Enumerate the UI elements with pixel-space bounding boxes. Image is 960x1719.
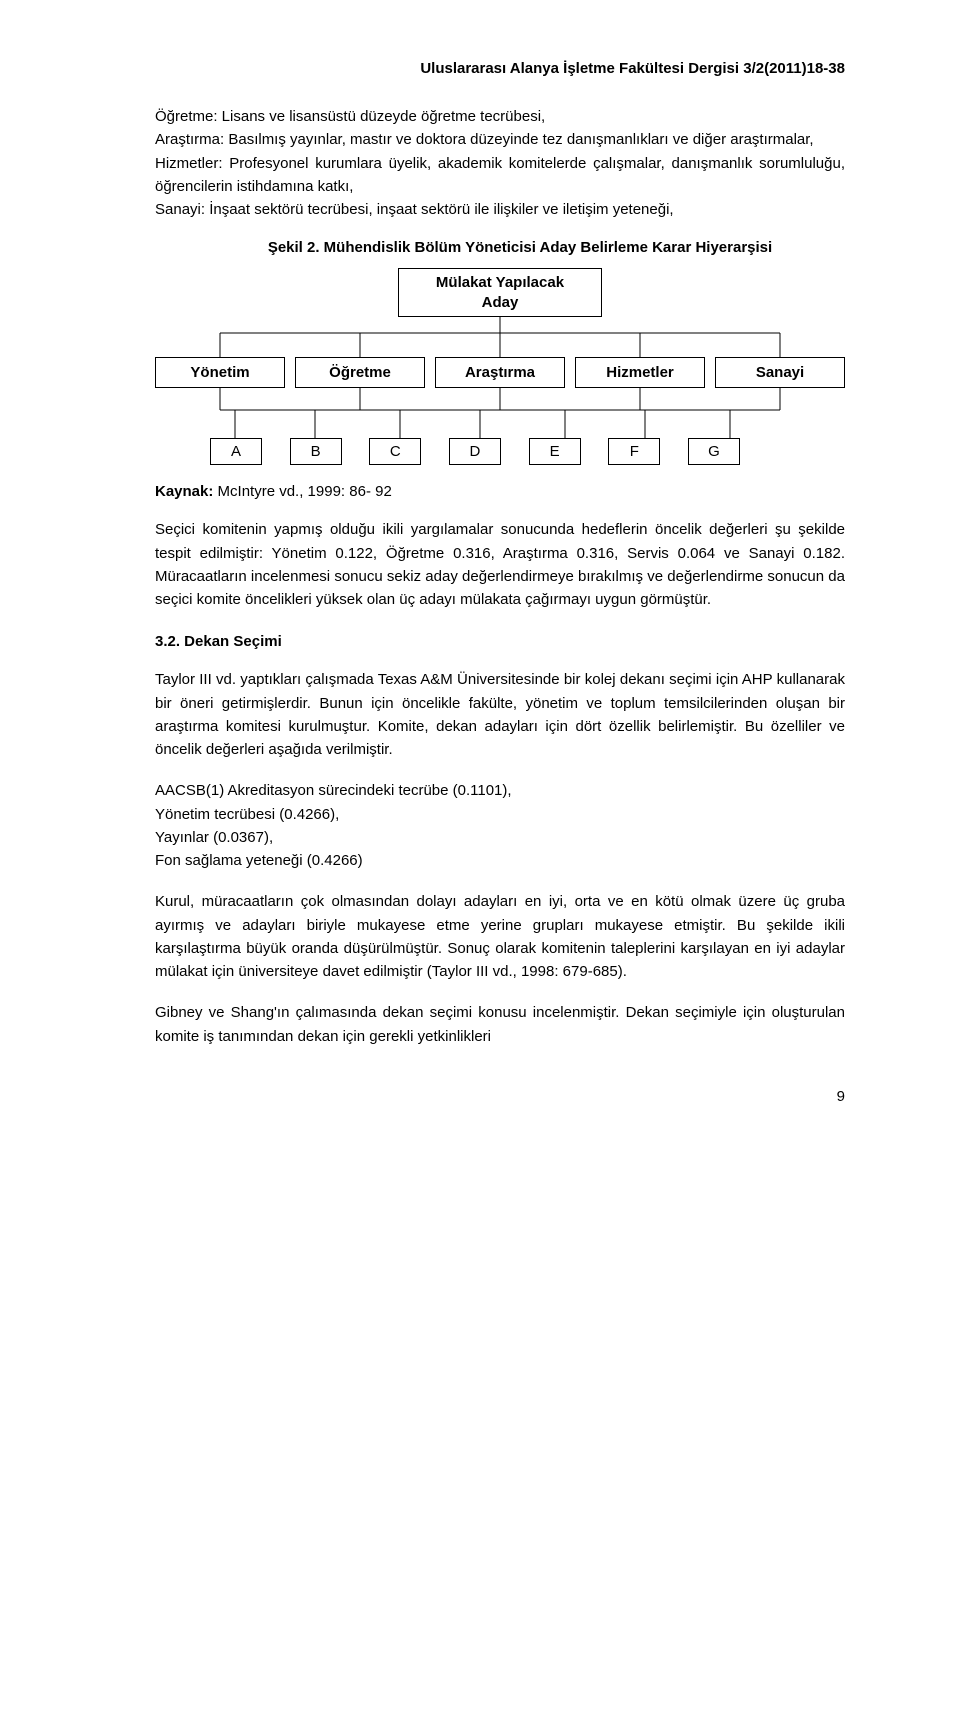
source-text: McIntyre vd., 1999: 86- 92 [213,483,391,500]
alt-box-d: D [449,438,501,465]
hierarchy-chart: Mülakat Yapılacak Aday Yönetim Öğretme A… [155,268,845,465]
connector-svg-top [155,317,845,357]
criteria-list: AACSB(1) Akreditasyon sürecindeki tecrüb… [155,779,845,872]
alt-box-a: A [210,438,262,465]
page: Uluslararası Alanya İşletme Fakültesi De… [0,0,960,1165]
chart-criteria-row: Yönetim Öğretme Araştırma Hizmetler Sana… [155,357,845,388]
paragraph-3: Taylor III vd. yaptıkları çalışmada Texa… [155,668,845,761]
alt-box-g: G [688,438,740,465]
paragraph-intro: Öğretme: Lisans ve lisansüstü düzeyde öğ… [155,105,845,221]
section-heading-32: 3.2. Dekan Seçimi [155,633,845,650]
alt-box-b: B [290,438,342,465]
paragraph-2: Seçici komitenin yapmış olduğu ikili yar… [155,518,845,611]
paragraph-5: Kurul, müracaatların çok olmasından dola… [155,890,845,983]
alt-box-c: C [369,438,421,465]
criteria-box-3: Hizmetler [575,357,705,388]
page-number: 9 [155,1088,845,1105]
chart-connectors-bottom [155,388,845,438]
figure-caption: Şekil 2. Mühendislik Bölüm Yöneticisi Ad… [155,239,845,256]
alt-box-f: F [608,438,660,465]
chart-connectors-top [155,317,845,357]
chart-top-box: Mülakat Yapılacak Aday [398,268,602,317]
source-label: Kaynak: [155,483,213,500]
criteria-box-0: Yönetim [155,357,285,388]
figure-source: Kaynak: McIntyre vd., 1999: 86- 92 [155,483,845,500]
criteria-box-2: Araştırma [435,357,565,388]
running-header: Uluslararası Alanya İşletme Fakültesi De… [155,60,845,77]
paragraph-6: Gibney ve Shang'ın çalımasında dekan seç… [155,1001,845,1048]
alt-box-e: E [529,438,581,465]
criteria-box-1: Öğretme [295,357,425,388]
connector-svg-bottom [155,388,845,438]
criteria-box-4: Sanayi [715,357,845,388]
chart-alternatives-row: A B C D E F G [155,438,740,465]
